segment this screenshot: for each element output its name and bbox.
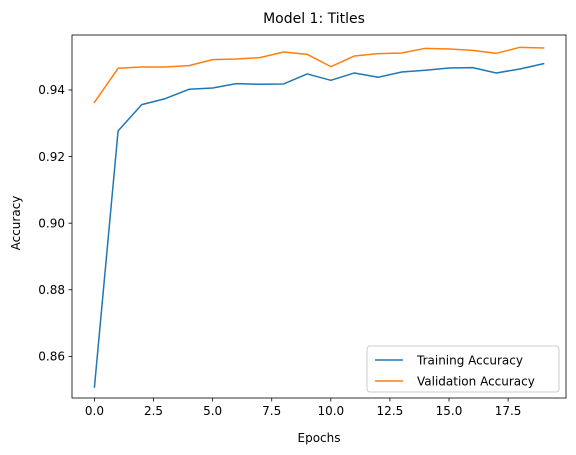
legend-entry-label: Training Accuracy bbox=[416, 353, 523, 367]
y-tick-label: 0.86 bbox=[38, 350, 65, 364]
plot-area bbox=[71, 34, 567, 399]
y-tick-label: 0.94 bbox=[38, 83, 65, 97]
x-tick-label: 7.5 bbox=[262, 404, 281, 418]
x-tick-label: 2.5 bbox=[144, 404, 163, 418]
y-tick-label: 0.90 bbox=[38, 216, 65, 230]
y-axis-ticks: 0.86 0.88 0.90 0.92 0.94 bbox=[38, 83, 72, 364]
legend-box bbox=[366, 345, 560, 393]
x-tick-label: 0.0 bbox=[85, 404, 104, 418]
x-tick-label: 15.0 bbox=[436, 404, 463, 418]
series-line-training-accuracy bbox=[93, 62, 545, 388]
x-tick-label: 10.0 bbox=[317, 404, 344, 418]
legend-entry-label: Validation Accuracy bbox=[417, 374, 535, 388]
chart-title: Model 1: Titles bbox=[263, 11, 365, 27]
x-axis-ticks: 0.0 2.5 5.0 7.5 10.0 12.5 15.0 17.5 bbox=[85, 398, 522, 418]
y-axis-label: Accuracy bbox=[9, 196, 23, 251]
x-tick-label: 17.5 bbox=[495, 404, 522, 418]
x-axis-label: Epochs bbox=[298, 431, 341, 445]
x-tick-label: 12.5 bbox=[377, 404, 404, 418]
legend: Training Accuracy Validation Accuracy bbox=[366, 345, 560, 393]
plot-frame bbox=[71, 34, 567, 399]
series-line-validation-accuracy bbox=[93, 46, 545, 104]
x-tick-label: 5.0 bbox=[203, 404, 222, 418]
y-tick-label: 0.88 bbox=[38, 283, 65, 297]
y-tick-label: 0.92 bbox=[38, 150, 65, 164]
